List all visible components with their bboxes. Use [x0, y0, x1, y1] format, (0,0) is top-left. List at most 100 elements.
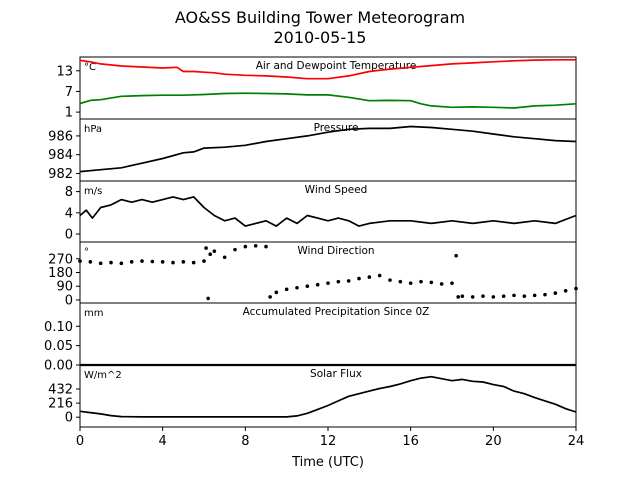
panel-3-ytick-label-3: 270 [48, 252, 73, 267]
panel-3-point-26 [305, 284, 310, 289]
panel-3-ytick-label-2: 180 [48, 266, 73, 281]
panel-5-title: Solar Flux [310, 368, 362, 380]
panel-1-ytick-label-2: 986 [48, 129, 73, 144]
panel-2-ytick-label-2: 8 [65, 185, 73, 200]
panel-3-point-12 [202, 259, 206, 263]
panel-3-point-45 [481, 294, 485, 298]
panel-4-ytick-label-2: 0.10 [44, 320, 73, 335]
panel-3-point-54 [574, 286, 578, 291]
panel-3-point-3 [109, 260, 113, 265]
panel-0-ytick-label-0: 1 [65, 106, 73, 121]
panel-0-title: Air and Dewpoint Temperature [256, 60, 417, 72]
panel-3-point-14 [206, 296, 210, 301]
panel-3-point-18 [233, 247, 237, 252]
panel-3-point-46 [491, 295, 496, 299]
panel-3-point-47 [501, 294, 506, 298]
panel-3-point-4 [119, 261, 124, 266]
panel-5-series-0 [79, 375, 577, 418]
panel-3-point-28 [326, 281, 330, 285]
panel-3-unit: ° [84, 247, 89, 258]
panel-3-point-0 [78, 259, 82, 263]
panel-0-unit: °C [84, 62, 96, 73]
panel-3-point-9 [171, 260, 175, 265]
panel-3-point-52 [553, 291, 558, 295]
panel-3-point-40 [450, 281, 454, 285]
panel-3-point-31 [357, 276, 361, 281]
panel-3-point-49 [522, 294, 527, 298]
panel-1-series-0 [79, 125, 577, 173]
panel-4-unit: mm [84, 308, 103, 319]
x-tick-label-1: 4 [159, 434, 167, 449]
panel-2-unit: m/s [84, 186, 102, 197]
panel-3-point-6 [140, 259, 144, 263]
panel-3-point-48 [512, 293, 516, 298]
panel-3-point-25 [295, 285, 299, 290]
panel-3-point-30 [346, 279, 351, 283]
panel-3-point-32 [367, 275, 372, 279]
panel-1-ytick-label-0: 982 [48, 167, 73, 182]
panel-5-unit: W/m^2 [84, 370, 122, 381]
panel-3-point-44 [470, 295, 475, 299]
panel-3-point-34 [388, 278, 392, 282]
panel-3-point-21 [264, 244, 268, 249]
panel-3-point-35 [398, 279, 403, 284]
x-tick-label-6: 24 [568, 434, 585, 449]
panel-3-point-42 [456, 295, 461, 299]
panel-0-ytick-label-1: 7 [65, 85, 73, 100]
figure-title: AO&SS Building Tower Meteorogram [174, 8, 466, 27]
x-axis-label: Time (UTC) [291, 455, 364, 470]
panel-3-point-53 [563, 289, 568, 293]
panel-1-ytick-label-1: 984 [48, 148, 73, 163]
panel-3-point-43 [460, 294, 465, 298]
x-tick-label-4: 16 [402, 434, 419, 449]
panel-3-point-38 [429, 280, 434, 285]
panel-5-ytick-label-2: 432 [48, 383, 73, 398]
figure-subtitle: 2010-05-15 [273, 28, 367, 47]
panel-3-point-1 [88, 260, 93, 264]
panel-3-point-39 [439, 282, 444, 286]
panel-3-ytick-label-1: 90 [56, 280, 73, 295]
panel-4-title: Accumulated Precipitation Since 0Z [243, 306, 430, 318]
panel-3-point-13 [204, 246, 208, 250]
panel-2-ytick-label-1: 4 [65, 206, 73, 221]
panel-3-point-50 [532, 293, 537, 298]
panel-0-series-1 [79, 92, 577, 109]
panel-3-title: Wind Direction [297, 245, 374, 257]
x-tick-label-2: 8 [241, 434, 249, 449]
panel-2-title: Wind Speed [305, 184, 368, 196]
panel-1-title: Pressure [314, 122, 359, 134]
panel-2-ytick-label-0: 0 [65, 228, 73, 243]
panel-3-point-16 [212, 249, 217, 253]
panel-3-point-36 [408, 281, 413, 285]
panel-3-point-15 [208, 252, 212, 256]
panel-4-ytick-label-1: 0.05 [44, 339, 73, 354]
panel-3-point-2 [98, 261, 103, 266]
panel-2-series-0 [79, 196, 577, 227]
panel-3-point-10 [181, 260, 186, 264]
x-tick-label-3: 12 [320, 434, 337, 449]
panel-3-point-8 [160, 260, 165, 264]
panel-4-ytick-label-0: 0.00 [44, 359, 73, 374]
panel-3-point-23 [274, 290, 279, 295]
panel-3-point-33 [377, 273, 382, 278]
x-tick-label-0: 0 [76, 434, 84, 449]
panel-3-point-41 [454, 253, 458, 258]
panel-3-point-51 [543, 292, 547, 297]
panel-3-ytick-label-0: 0 [65, 293, 73, 308]
panel-3-point-22 [268, 295, 272, 299]
panel-3-point-19 [243, 244, 248, 249]
panel-1-unit: hPa [84, 124, 102, 135]
panel-5-ytick-label-0: 0 [65, 411, 73, 426]
panel-3-point-27 [315, 282, 320, 287]
x-tick-label-5: 20 [485, 434, 502, 449]
panel-3-point-17 [222, 255, 227, 260]
panel-3-point-5 [129, 260, 134, 264]
panel-3-point-29 [336, 279, 341, 284]
panel-3-point-11 [191, 260, 196, 265]
panel-0-series-0 [79, 58, 576, 80]
panel-3-point-24 [284, 287, 289, 292]
panel-3-point-37 [419, 279, 423, 284]
panel-5-ytick-label-1: 216 [48, 397, 73, 412]
